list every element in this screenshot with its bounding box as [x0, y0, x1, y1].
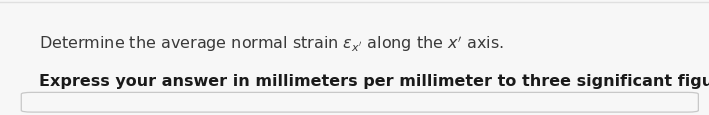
- Text: Express your answer in millimeters per millimeter to three significant figures.: Express your answer in millimeters per m…: [39, 73, 709, 88]
- Text: Determine the average normal strain $\epsilon_{x'}$ along the $x'$ axis.: Determine the average normal strain $\ep…: [39, 34, 504, 54]
